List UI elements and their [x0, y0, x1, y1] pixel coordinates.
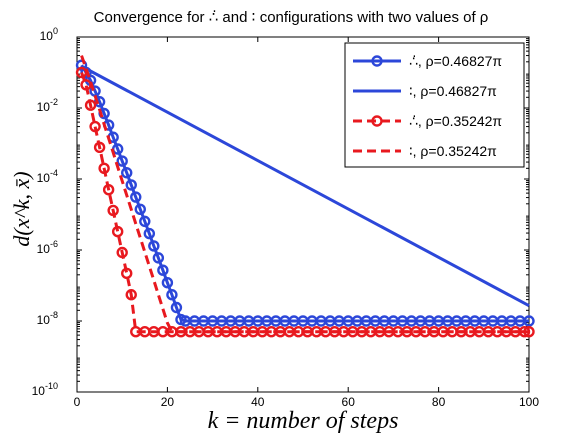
legend-entry-label: ∴̇, ρ=0.46827π — [409, 53, 502, 69]
chart-title: Convergence for ∴̇ and ∶ configurations … — [94, 9, 489, 26]
data-point-marker — [523, 315, 535, 327]
series-4 — [80, 55, 529, 334]
legend: ∴̇, ρ=0.46827π ∶, ρ=0.46827π ∴̇, ρ=0.35242… — [344, 42, 525, 168]
data-point-marker — [89, 120, 101, 133]
data-point-marker — [111, 225, 124, 238]
data-point-marker — [170, 301, 183, 314]
legend-entry-label: ∶, ρ=0.35242π — [409, 143, 497, 159]
series-2 — [80, 64, 530, 308]
x-tick-label: 20 — [161, 395, 175, 409]
series-2-line — [80, 64, 530, 308]
series-4-line — [80, 55, 529, 334]
data-point-marker — [166, 289, 178, 301]
y-tick-label: 10-10 — [32, 381, 58, 398]
data-point-marker — [116, 246, 128, 259]
x-axis-label-text: k = number of steps — [208, 408, 399, 434]
data-point-marker — [121, 167, 133, 179]
x-tick-label: 80 — [432, 395, 446, 409]
data-point-marker — [93, 141, 106, 154]
data-point-marker — [130, 191, 142, 203]
data-point-marker — [152, 252, 165, 264]
data-point-marker — [98, 162, 110, 175]
series-1 — [75, 59, 535, 327]
data-point-marker — [523, 325, 535, 338]
y-axis-label: d(x^k, x̄) — [9, 171, 34, 246]
series-1-line — [80, 64, 529, 323]
data-point-marker — [121, 267, 133, 280]
data-point-marker — [107, 204, 119, 217]
y-tick-label: 10-2 — [37, 97, 58, 114]
data-point-marker — [116, 155, 128, 167]
y-tick-label: 10-4 — [37, 168, 58, 185]
data-point-marker — [157, 264, 169, 276]
legend-entry-label: ∴̇, ρ=0.35242π — [409, 113, 502, 129]
y-tick-label: 100 — [40, 26, 58, 43]
data-point-marker — [84, 99, 97, 111]
legend-swatch-marker — [371, 115, 383, 127]
data-point-marker — [102, 183, 115, 196]
data-point-marker — [125, 179, 137, 191]
x-tick-label: 0 — [74, 395, 81, 409]
legend-entry-label: ∶, ρ=0.46827π — [409, 83, 497, 99]
y-tick-label: 10-6 — [37, 239, 58, 256]
data-point-marker — [148, 240, 160, 252]
data-point-marker — [139, 215, 151, 228]
x-axis-label: k = number of steps — [208, 408, 399, 434]
x-tick-label: 40 — [251, 395, 265, 409]
data-point-marker — [125, 289, 137, 301]
axis-ticks: 0 20 40 60 80 100 100 10-2 10-4 10-6 10-8 10-10 — [32, 26, 540, 409]
x-tick-label: 60 — [342, 395, 356, 409]
legend-swatch-marker — [371, 55, 383, 67]
y-axis-label-text: d(x^k, x̄) — [9, 171, 34, 246]
data-point-marker — [143, 227, 156, 240]
legend-box — [344, 42, 525, 168]
series-layer — [75, 55, 535, 338]
y-tick-label: 10-8 — [37, 310, 58, 327]
data-point-marker — [161, 276, 174, 289]
data-point-marker — [134, 203, 146, 216]
x-tick-label: 100 — [519, 395, 539, 409]
